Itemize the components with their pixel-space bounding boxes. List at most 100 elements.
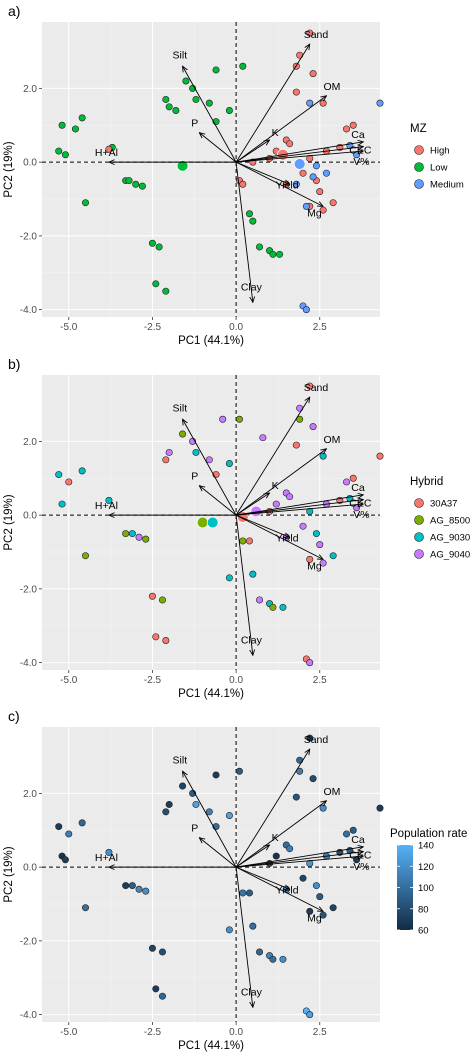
colorbar-tick-label: 80 xyxy=(418,904,429,915)
data-point xyxy=(256,948,264,956)
data-point xyxy=(182,77,190,85)
data-point xyxy=(316,541,324,549)
loading-arrow xyxy=(235,161,323,206)
colorbar xyxy=(397,845,413,930)
data-point xyxy=(302,202,310,210)
data-point xyxy=(55,147,63,155)
data-point xyxy=(296,767,304,775)
y-tick-label: -4.0 xyxy=(20,1010,38,1021)
data-point xyxy=(299,874,307,882)
y-tick-label: 0.0 xyxy=(23,511,37,522)
data-point xyxy=(61,856,69,864)
legend-title: MZ xyxy=(410,123,427,135)
loading-arrow xyxy=(235,749,310,868)
x-tick-label: -2.5 xyxy=(144,322,162,333)
data-point xyxy=(158,992,166,1000)
data-point xyxy=(349,474,357,482)
data-point xyxy=(162,808,170,816)
data-point xyxy=(329,904,337,912)
data-point xyxy=(205,808,213,816)
loading-arrow xyxy=(199,838,237,868)
x-tick-label: 2.5 xyxy=(313,1027,327,1038)
data-point xyxy=(225,811,233,819)
data-point xyxy=(58,121,66,129)
panel-label: b) xyxy=(8,356,20,372)
data-point xyxy=(309,423,317,431)
x-tick-label: 0.0 xyxy=(229,1027,243,1038)
legend-title: Population rate xyxy=(390,828,467,840)
data-point xyxy=(58,500,66,508)
data-point xyxy=(55,823,63,831)
legend-label: AG_9040 xyxy=(430,550,470,561)
loading-arrow xyxy=(235,801,326,868)
loading-arrow xyxy=(236,151,363,163)
data-point xyxy=(105,145,113,153)
loading-arrow xyxy=(235,866,323,911)
data-point xyxy=(316,188,324,196)
data-point xyxy=(205,456,213,464)
loading-arrow xyxy=(236,495,363,516)
loading-arrow xyxy=(235,140,269,163)
data-point xyxy=(55,471,63,479)
data-point xyxy=(306,659,314,667)
data-point xyxy=(105,496,113,504)
variable-label: Ca xyxy=(351,129,365,141)
x-tick-label: -5.0 xyxy=(60,322,78,333)
data-point xyxy=(158,596,166,604)
data-point xyxy=(286,140,294,148)
legend-swatch xyxy=(414,549,424,559)
data-point xyxy=(61,151,69,159)
y-tick-label: 0.0 xyxy=(23,158,37,169)
data-point xyxy=(296,415,304,423)
y-tick-label: -4.0 xyxy=(20,305,38,316)
data-point xyxy=(122,882,130,890)
loading-arrow xyxy=(236,856,363,868)
data-point xyxy=(152,633,160,641)
legend-label: Medium xyxy=(430,180,464,191)
variable-label: Ca xyxy=(351,482,365,494)
y-tick-label: -2.0 xyxy=(20,584,38,595)
variable-label: Yield xyxy=(276,532,299,544)
data-point xyxy=(292,180,300,188)
data-point xyxy=(309,173,317,181)
data-point xyxy=(319,99,327,107)
loading-arrow xyxy=(235,493,269,516)
variable-label: Yield xyxy=(276,179,299,191)
legend-title: Hybrid xyxy=(410,476,443,488)
variable-label: Silt xyxy=(173,49,188,61)
data-point xyxy=(306,859,314,867)
data-point xyxy=(312,162,320,170)
y-axis-title: PC2 (19%) xyxy=(3,846,15,902)
data-point xyxy=(292,88,300,96)
loading-arrow xyxy=(236,847,363,868)
data-point xyxy=(245,889,253,897)
loading-arrow xyxy=(236,147,363,163)
data-point xyxy=(162,287,170,295)
data-point xyxy=(82,199,90,207)
data-point xyxy=(245,210,253,218)
data-point xyxy=(179,782,187,790)
variable-label: V% xyxy=(353,156,369,168)
data-point xyxy=(219,415,227,423)
loading-arrow xyxy=(235,449,326,516)
group-centroid xyxy=(206,516,219,529)
variable-label: CEC xyxy=(349,145,372,157)
colorbar-tick-label: 100 xyxy=(418,883,434,894)
y-tick-label: 2.0 xyxy=(23,84,37,95)
panel-b: b) -5.0 -2.5 0.0 2.5 -4.0 -2.0 0.0 2.0 Sand Silt OM… xyxy=(3,356,470,700)
data-point xyxy=(272,852,280,860)
data-point xyxy=(128,882,136,890)
data-point xyxy=(249,922,257,930)
loading-arrow xyxy=(235,514,290,537)
data-point xyxy=(319,804,327,812)
data-point xyxy=(65,478,73,486)
data-point xyxy=(343,830,351,838)
data-point xyxy=(349,826,357,834)
data-point xyxy=(269,603,277,611)
legend-label: 30A37 xyxy=(430,499,457,510)
variable-label: OM xyxy=(323,81,340,93)
variable-label: OM xyxy=(323,434,340,446)
x-tick-label: -2.5 xyxy=(144,675,162,686)
data-point xyxy=(142,535,150,543)
y-tick-label: -2.0 xyxy=(20,936,38,947)
